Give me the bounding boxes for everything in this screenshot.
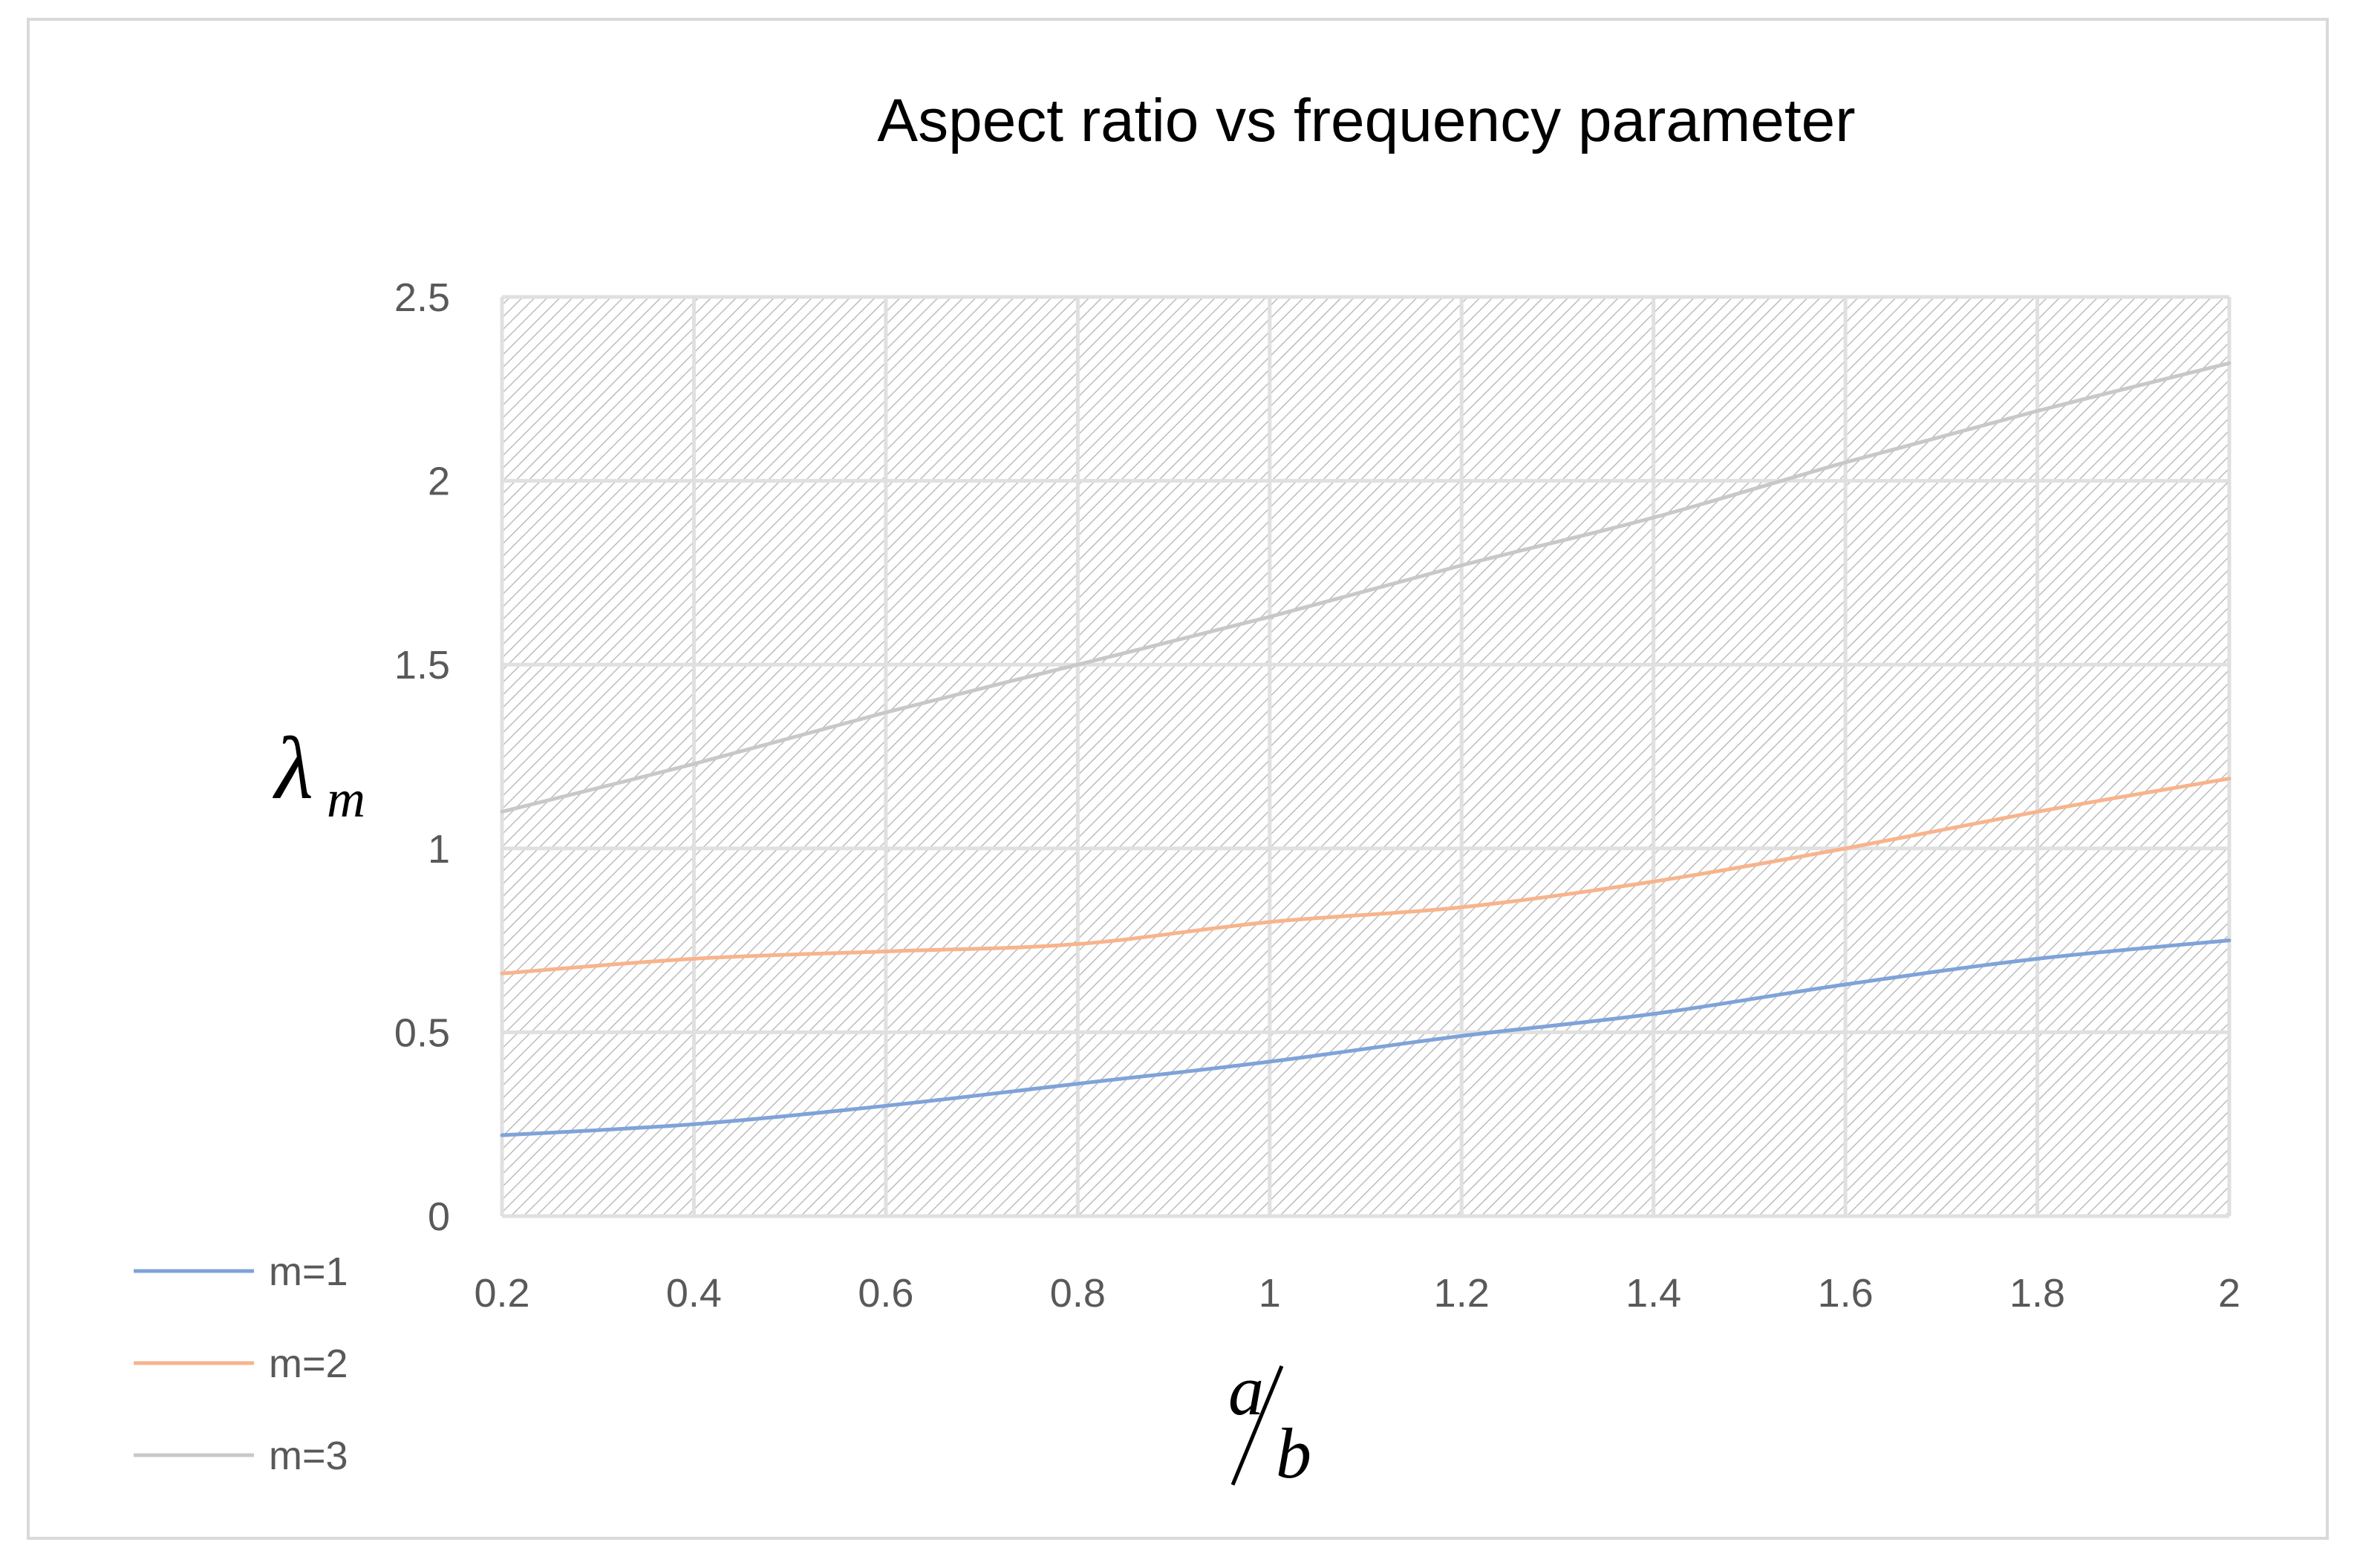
y-tick-label: 0 — [428, 1195, 450, 1239]
y-tick-label: 0.5 — [394, 1010, 450, 1055]
y-axis-label: λ m — [273, 719, 365, 829]
x-tick-label: 0.8 — [1050, 1271, 1106, 1316]
chart-title: Aspect ratio vs frequency parameter — [877, 87, 1855, 154]
series-lines — [500, 361, 2232, 1137]
legend-label: m=1 — [269, 1250, 348, 1294]
x-axis-ticks: 0.2 0.4 0.6 0.8 1 1.2 1.4 1.6 1.8 2 — [474, 1271, 2240, 1316]
legend-label: m=3 — [269, 1434, 348, 1478]
plot-area — [502, 297, 2229, 1216]
x-axis-label: a b — [1228, 1350, 1311, 1493]
y-tick-label: 2.5 — [394, 275, 450, 320]
y-axis-ticks: 0 0.5 1 1.5 2 2.5 — [394, 275, 450, 1239]
x-axis-label-slash — [1230, 1365, 1284, 1486]
x-tick-label: 2 — [2218, 1271, 2240, 1316]
y-axis-label-symbol: λ — [273, 719, 313, 817]
x-tick-label: 1 — [1259, 1271, 1281, 1316]
y-axis-label-subscript: m — [327, 769, 365, 829]
y-tick-label: 1.5 — [394, 643, 450, 687]
x-tick-label: 1.2 — [1434, 1271, 1490, 1316]
y-tick-label: 1 — [428, 827, 450, 872]
series-line-m=1 — [500, 938, 2232, 1137]
grid-lines — [500, 295, 2232, 1218]
x-tick-label: 0.4 — [666, 1271, 722, 1316]
x-tick-label: 0.2 — [474, 1271, 529, 1316]
legend: m=1 m=2 m=3 — [134, 1250, 348, 1478]
x-tick-label: 1.8 — [2009, 1271, 2065, 1316]
series-line-m=3 — [500, 361, 2232, 814]
x-axis-label-denominator: b — [1276, 1414, 1311, 1493]
x-tick-label: 1.4 — [1626, 1271, 1681, 1316]
x-tick-label: 0.6 — [858, 1271, 913, 1316]
series-line-m=2 — [500, 777, 2232, 976]
x-axis-label-numerator: a — [1228, 1350, 1264, 1430]
y-tick-label: 2 — [428, 460, 450, 504]
legend-label: m=2 — [269, 1342, 348, 1386]
x-tick-label: 1.6 — [1818, 1271, 1874, 1316]
